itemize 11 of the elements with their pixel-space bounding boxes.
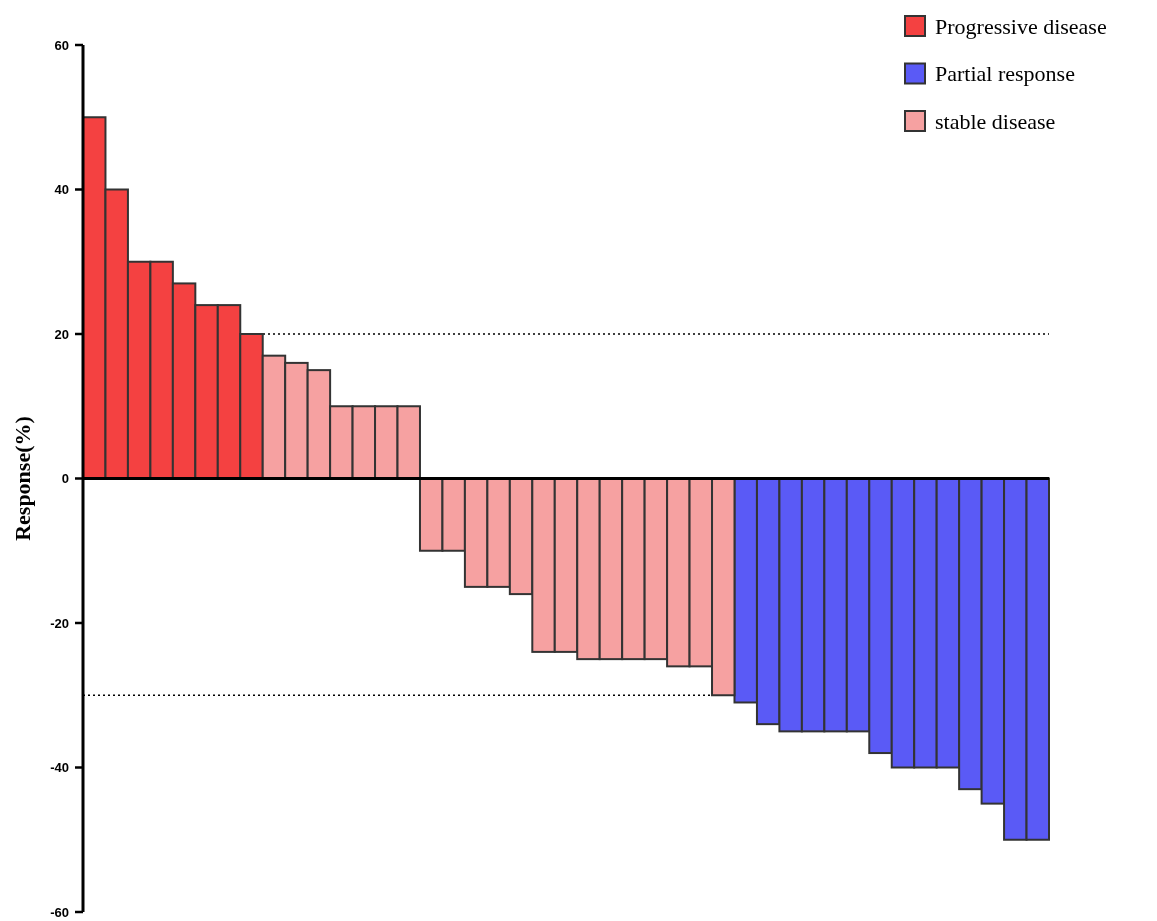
y-tick-label: -60 [50,904,69,920]
legend-label: Partial response [935,61,1075,87]
y-tick-label: 0 [61,471,69,487]
legend-label: stable disease [935,108,1056,134]
y-tick-label: 60 [54,37,69,53]
y-tick-label: 20 [54,326,69,342]
legend-label: Progressive disease [935,13,1107,39]
y-tick-label: -40 [50,760,69,776]
y-tick-label: -20 [50,615,69,631]
y-tick-label: 40 [54,182,69,198]
y-axis-title: Response(%) [10,416,35,541]
